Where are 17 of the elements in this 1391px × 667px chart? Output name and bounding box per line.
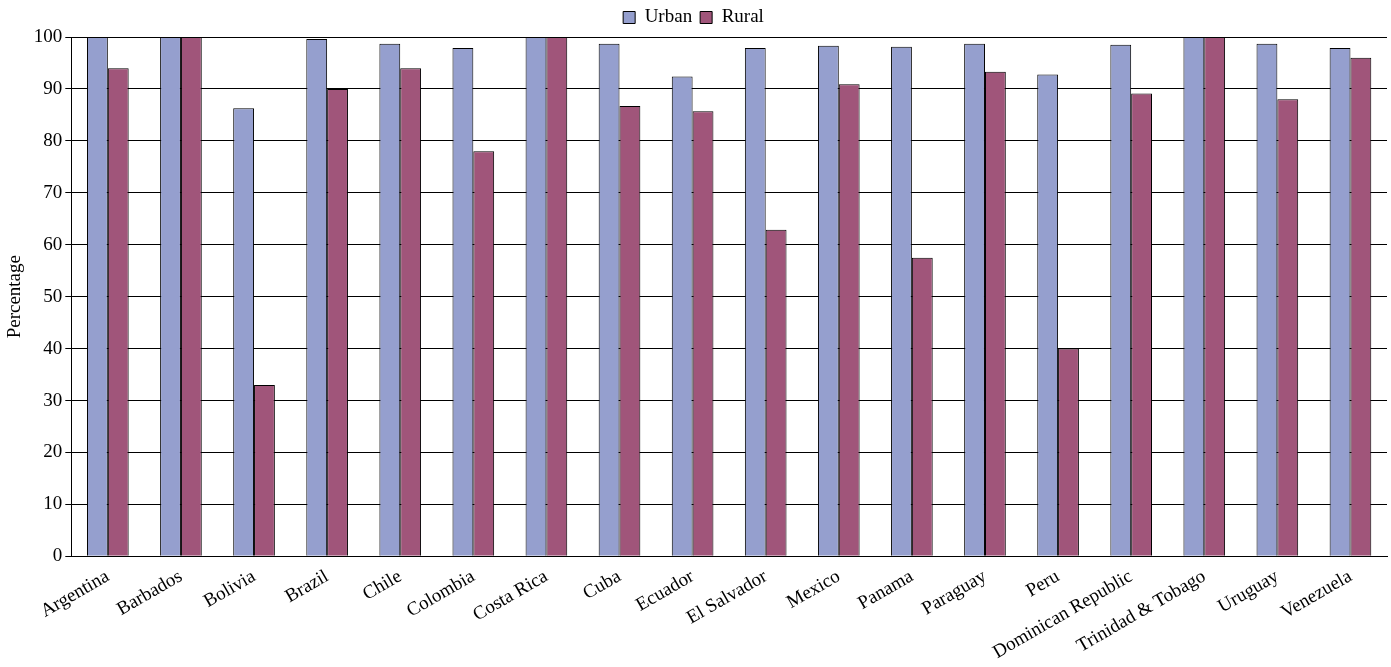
y-tick-label: 50 bbox=[43, 284, 63, 306]
y-tick-label: 70 bbox=[43, 180, 63, 202]
y-tick-label: 20 bbox=[43, 440, 63, 462]
x-tick-label: Chile bbox=[358, 564, 405, 604]
y-tick-label: 60 bbox=[43, 232, 63, 254]
y-tick-label: 90 bbox=[43, 76, 63, 98]
y-tick-label: 0 bbox=[52, 544, 63, 566]
y-tick-label: 10 bbox=[43, 492, 63, 514]
legend-label: Rural bbox=[721, 5, 764, 27]
y-tick-label: 100 bbox=[33, 24, 63, 46]
x-tick-label: Cuba bbox=[578, 564, 625, 604]
legend-label: Urban bbox=[644, 5, 693, 27]
y-tick-label: 80 bbox=[43, 128, 63, 150]
y-tick-label: 40 bbox=[43, 336, 63, 358]
y-tick-label: 30 bbox=[43, 388, 63, 410]
x-tick-label: Peru bbox=[1021, 564, 1063, 601]
y-axis-title: Percentage bbox=[3, 255, 25, 339]
